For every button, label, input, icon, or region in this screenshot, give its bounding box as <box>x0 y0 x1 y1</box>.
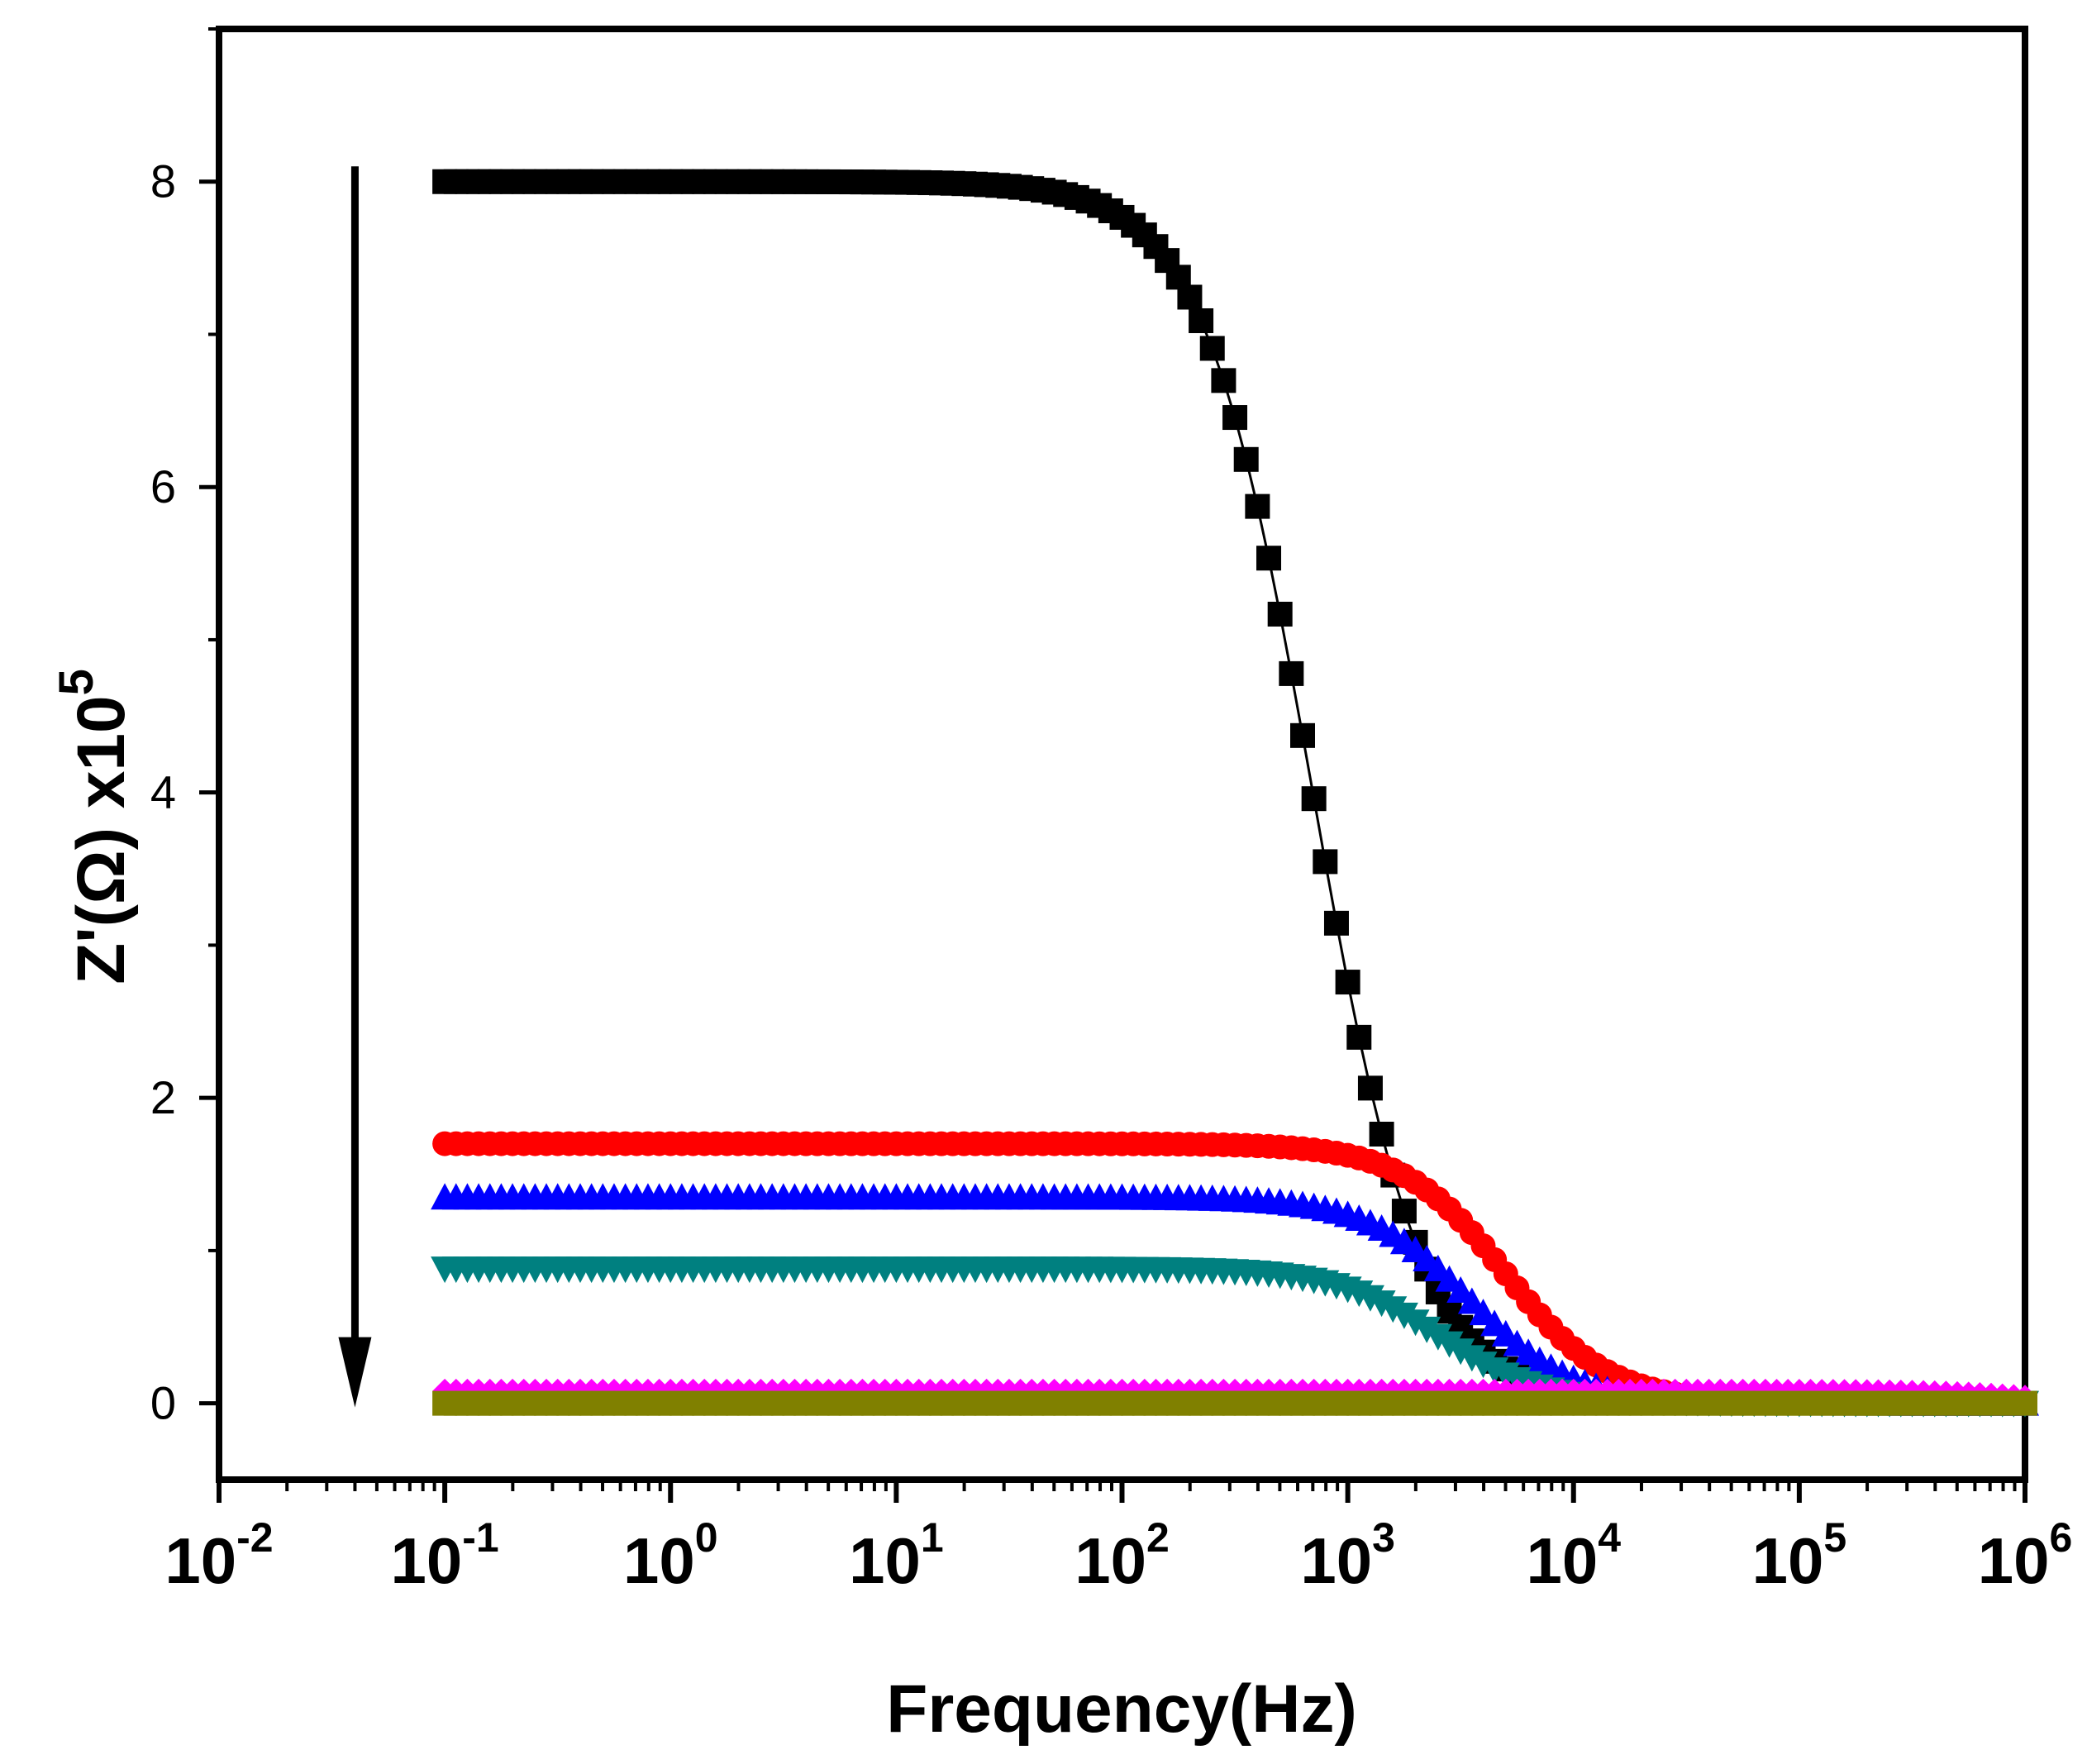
x-tick-label-1: 10-1 <box>391 1514 499 1597</box>
series-4-point <box>1423 1323 1452 1351</box>
series-1-point <box>1313 849 1338 875</box>
series-1-point <box>1335 970 1360 995</box>
arrow-head <box>338 1337 372 1408</box>
y-tick-label-6: 6 <box>150 460 176 513</box>
series-1-point <box>1323 910 1349 936</box>
x-tick-label-5: 103 <box>1300 1514 1395 1597</box>
series-layer <box>431 169 2039 1418</box>
series-1-line <box>445 180 2025 1405</box>
y-axis-label: Z'(Ω) x105 <box>50 669 139 985</box>
series-1-point <box>1267 601 1293 627</box>
series-1-point <box>1290 722 1315 748</box>
x-tick-label-7: 105 <box>1752 1514 1847 1597</box>
series-4-point <box>1389 1302 1418 1329</box>
series-1-point <box>1357 1075 1383 1101</box>
series-4-point <box>1413 1316 1441 1343</box>
x-tick-label-2: 100 <box>623 1514 718 1597</box>
series-4-point <box>1401 1309 1430 1337</box>
series-1-point <box>1301 786 1327 812</box>
series-4-point <box>1446 1338 1475 1366</box>
series-6-point <box>2013 1390 2037 1416</box>
series-1-point <box>1346 1024 1372 1050</box>
y-tick-label-4: 4 <box>150 766 176 818</box>
x-tick-label-6: 104 <box>1526 1514 1621 1597</box>
series-1-point <box>1189 308 1214 333</box>
x-axis-label: Frequency(Hz) <box>886 1671 1357 1747</box>
series-1-point <box>1211 368 1236 393</box>
y-axis-label-text: Z'(Ω) x10 <box>64 695 139 985</box>
y-axis: 0 2 4 6 8 <box>150 27 219 1429</box>
series-1-point <box>1199 336 1225 361</box>
series-1-point <box>1256 546 1282 571</box>
x-tick-label-8: 106 <box>1978 1514 2073 1597</box>
series-4-point <box>1435 1331 1464 1358</box>
series-1-point <box>1391 1199 1417 1224</box>
x-tick-label-0: 10-2 <box>164 1514 273 1597</box>
y-axis-label-exponent: 5 <box>50 669 103 695</box>
x-axis: 10-2 10-1 100 101 102 103 104 105 106 <box>164 1480 2072 1597</box>
series-1-point <box>1222 405 1248 431</box>
series-1-point <box>1245 493 1270 519</box>
series-1-point <box>1369 1121 1394 1147</box>
x-tick-label-4: 102 <box>1074 1514 1170 1597</box>
x-tick-label-3: 101 <box>849 1514 944 1597</box>
y-tick-label-8: 8 <box>150 155 176 207</box>
y-tick-label-2: 2 <box>150 1071 176 1123</box>
series-1-point <box>1177 284 1203 310</box>
annotation-layer <box>338 166 372 1408</box>
series-1-point <box>1279 660 1304 686</box>
svg-text:Z'(Ω) x105: Z'(Ω) x105 <box>50 669 139 985</box>
y-tick-label-0: 0 <box>150 1377 176 1429</box>
series-1-point <box>1233 446 1259 472</box>
